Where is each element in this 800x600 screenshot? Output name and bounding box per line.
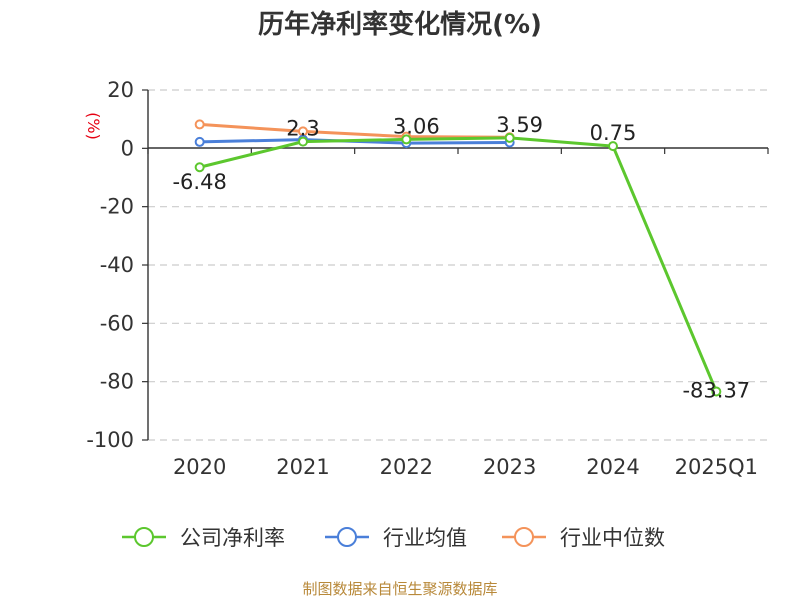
legend: 公司净利率 行业均值 行业中位数 (122, 526, 665, 550)
series-point-1 (194, 136, 205, 147)
y-tick-label: 20 (107, 78, 134, 102)
series-point-0 (194, 162, 205, 173)
legend-swatch-marker (134, 527, 154, 547)
series-point-0 (401, 134, 412, 145)
legend-swatch-marker (337, 527, 357, 547)
series-point-0 (504, 132, 515, 143)
data-label: 3.06 (393, 114, 440, 138)
x-tick-label: 2023 (483, 455, 536, 479)
series-points (194, 119, 722, 397)
chart-title: 历年净利率变化情况(%) (258, 9, 542, 40)
x-tick-label: 2021 (276, 455, 329, 479)
y-tick-label: -100 (86, 428, 134, 452)
x-tick-labels: 2020 2021 2022 2023 2024 2025Q1 (173, 455, 758, 479)
x-tick-label: 2020 (173, 455, 226, 479)
series-point-0 (711, 386, 722, 397)
axes (142, 89, 769, 441)
series-point-2 (194, 119, 205, 130)
legend-label: 公司净利率 (180, 526, 285, 550)
y-tick-label: 0 (121, 136, 134, 160)
x-tick-label: 2024 (586, 455, 639, 479)
data-label: -6.48 (172, 170, 226, 194)
series-line-2 (199, 122, 510, 139)
y-tick-label: -40 (100, 253, 134, 277)
data-label: 0.75 (590, 121, 637, 145)
data-labels: -6.48 2.3 3.06 3.59 0.75 -83.37 (172, 113, 750, 403)
data-label: -83.37 (682, 378, 750, 402)
data-label: 3.59 (496, 113, 543, 137)
y-axis-unit: (%) (84, 112, 103, 140)
legend-label: 行业中位数 (560, 526, 665, 550)
legend-swatch-marker (514, 527, 534, 547)
series-line-0 (199, 136, 718, 393)
x-tick-label: 2022 (380, 455, 433, 479)
y-tick-label: -80 (100, 370, 134, 394)
data-label: 2.3 (286, 117, 319, 141)
x-tick-label: 2025Q1 (675, 455, 758, 479)
series-lines (199, 122, 718, 393)
y-tick-labels: 20 0 -20 -40 -60 -80 -100 (86, 78, 134, 452)
legend-label: 行业均值 (383, 526, 467, 550)
series-point-0 (298, 136, 308, 147)
series-point-0 (608, 141, 618, 152)
y-tick-label: -20 (100, 195, 134, 219)
y-tick-label: -60 (100, 311, 134, 335)
source-note: 制图数据来自恒生聚源数据库 (302, 580, 497, 598)
